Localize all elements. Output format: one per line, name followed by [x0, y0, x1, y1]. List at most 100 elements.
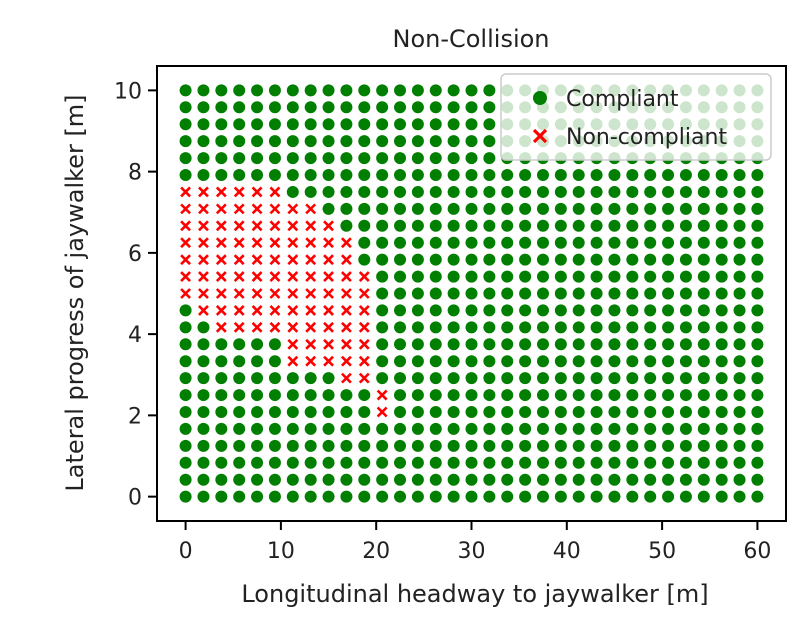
compliant-point [626, 202, 639, 215]
compliant-point [590, 169, 603, 182]
compliant-point [322, 101, 335, 114]
non-compliant-point [287, 203, 299, 215]
compliant-point [590, 389, 603, 402]
y-axis-title: Lateral progress of jaywalker [m] [61, 94, 89, 491]
compliant-point [536, 456, 549, 469]
compliant-point [465, 389, 478, 402]
compliant-point [536, 253, 549, 266]
compliant-point [679, 287, 692, 300]
compliant-point [644, 304, 657, 317]
compliant-point [376, 253, 389, 266]
compliant-point [554, 473, 567, 486]
compliant-point [662, 185, 675, 198]
non-compliant-point [233, 203, 245, 215]
compliant-point [751, 219, 764, 232]
compliant-point [376, 118, 389, 131]
compliant-point [483, 422, 496, 435]
compliant-point [554, 270, 567, 283]
compliant-point [394, 355, 407, 368]
compliant-point [483, 405, 496, 418]
compliant-point [662, 202, 675, 215]
compliant-point [447, 185, 460, 198]
compliant-point [465, 355, 478, 368]
compliant-point [501, 321, 514, 334]
compliant-point [179, 422, 192, 435]
compliant-point [644, 236, 657, 249]
compliant-point [376, 422, 389, 435]
compliant-point [697, 169, 710, 182]
compliant-point [572, 236, 585, 249]
compliant-point [554, 422, 567, 435]
compliant-point [662, 389, 675, 402]
compliant-point [626, 473, 639, 486]
non-compliant-point [305, 321, 317, 333]
compliant-point [536, 287, 549, 300]
compliant-point [536, 185, 549, 198]
compliant-point [394, 253, 407, 266]
compliant-point [697, 270, 710, 283]
non-compliant-point [269, 220, 281, 232]
compliant-point [233, 473, 246, 486]
compliant-point [501, 389, 514, 402]
compliant-point [572, 270, 585, 283]
non-compliant-point [340, 355, 352, 367]
compliant-point [179, 490, 192, 503]
compliant-point [358, 439, 371, 452]
compliant-point [304, 118, 317, 131]
compliant-point [251, 490, 264, 503]
compliant-point [215, 135, 228, 148]
compliant-point [376, 219, 389, 232]
compliant-point [268, 118, 281, 131]
non-compliant-point [269, 254, 281, 266]
compliant-point [394, 101, 407, 114]
non-compliant-point [215, 288, 227, 299]
compliant-point [411, 152, 424, 165]
compliant-point [519, 422, 532, 435]
compliant-point [304, 372, 317, 385]
non-compliant-point [251, 254, 263, 266]
non-compliant-point [305, 355, 317, 367]
compliant-point [215, 355, 228, 368]
compliant-point [304, 456, 317, 469]
compliant-point [394, 169, 407, 182]
non-compliant-point [233, 254, 245, 266]
non-compliant-point [358, 338, 370, 350]
compliant-point [197, 473, 210, 486]
compliant-point [411, 84, 424, 97]
compliant-point [554, 202, 567, 215]
compliant-point [429, 152, 442, 165]
non-compliant-point [340, 254, 352, 266]
non-compliant-point [287, 338, 299, 350]
compliant-point [697, 219, 710, 232]
non-compliant-point [340, 271, 352, 282]
compliant-point [340, 490, 353, 503]
compliant-point [465, 422, 478, 435]
compliant-point [697, 372, 710, 385]
y-tick-label: 0 [128, 486, 142, 511]
compliant-point [644, 219, 657, 232]
compliant-point [662, 355, 675, 368]
compliant-point [358, 202, 371, 215]
non-compliant-point [323, 254, 334, 266]
compliant-point [590, 405, 603, 418]
compliant-point [358, 253, 371, 266]
compliant-point [358, 405, 371, 418]
compliant-point [662, 372, 675, 385]
compliant-point [394, 270, 407, 283]
compliant-point [447, 321, 460, 334]
compliant-point [519, 355, 532, 368]
compliant-point [519, 372, 532, 385]
compliant-point [465, 490, 478, 503]
compliant-point [519, 490, 532, 503]
compliant-point [465, 185, 478, 198]
compliant-point [501, 405, 514, 418]
compliant-point [197, 439, 210, 452]
compliant-point [554, 304, 567, 317]
compliant-point [715, 304, 728, 317]
compliant-point [179, 304, 192, 317]
non-compliant-point [323, 220, 334, 232]
compliant-point [376, 439, 389, 452]
non-compliant-point [251, 203, 263, 215]
compliant-point [465, 439, 478, 452]
non-compliant-point [305, 237, 317, 249]
